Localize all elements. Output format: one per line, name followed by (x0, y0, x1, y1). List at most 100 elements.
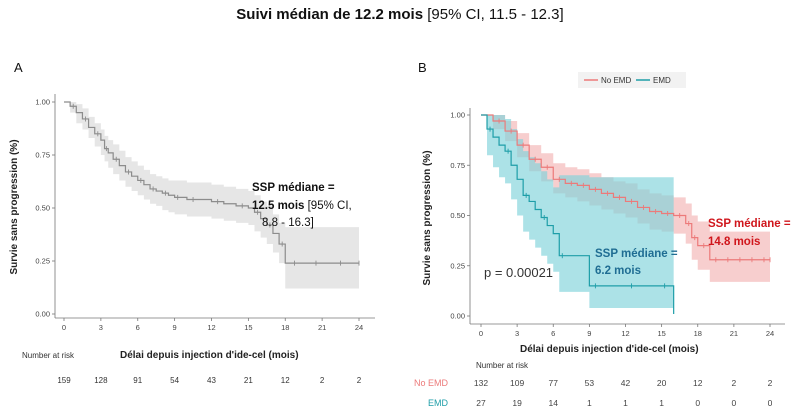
risk-count: 12 (281, 376, 290, 385)
title-ci: [95% CI, 11.5 - 12.3] (423, 6, 564, 23)
panel-b-emd-median-line2: 6.2 mois (595, 265, 641, 277)
risk-count: 109 (510, 378, 524, 388)
risk-count: 2 (357, 376, 362, 385)
panel-a-label: A (14, 60, 23, 75)
x-tick-label: 12 (621, 329, 629, 338)
y-tick-label: 0.75 (450, 161, 465, 170)
y-tick-label: 0.00 (450, 312, 465, 321)
panel-a-median-line2: 12.5 mois [95% CI, (252, 200, 352, 212)
x-tick-label: 9 (587, 329, 591, 338)
risk-count: 0 (768, 398, 773, 408)
risk-count: 54 (170, 376, 179, 385)
y-tick-label: 1.00 (35, 98, 50, 107)
panel-b-risk-emd-name: EMD (428, 398, 449, 408)
panel-a-yticks: 0.00 0.25 0.50 0.75 1.00 (35, 98, 55, 319)
legend-no-emd-label: No EMD (601, 76, 631, 85)
risk-count: 21 (244, 376, 253, 385)
risk-count: 159 (57, 376, 71, 385)
panel-b-xlabel: Délai depuis injection d'ide-cel (mois) (520, 344, 699, 355)
panel-b-emd-curve (481, 114, 675, 314)
y-tick-label: 0.50 (35, 204, 50, 213)
panel-b-no-emd-median-line1: SSP médiane = (708, 218, 791, 230)
panel-b-no-emd-median-line2: 14.8 mois (708, 236, 760, 248)
x-tick-label: 0 (479, 329, 483, 338)
x-tick-label: 9 (173, 323, 177, 332)
legend-background (578, 72, 686, 88)
panel-a-xlabel: Délai depuis injection d'ide-cel (mois) (120, 350, 299, 361)
x-tick-label: 6 (136, 323, 140, 332)
legend-emd-label: EMD (653, 76, 671, 85)
x-tick-label: 0 (62, 323, 66, 332)
risk-count: 91 (133, 376, 142, 385)
risk-count: 132 (474, 378, 488, 388)
x-tick-label: 24 (355, 323, 363, 332)
panel-a: A Survie sans progression (%) 0 3 6 9 12 15 18… (9, 60, 375, 385)
risk-count: 0 (695, 398, 700, 408)
confidence-band (481, 115, 674, 314)
title-main: Suivi médian de 12.2 mois (236, 6, 424, 23)
panel-a-median-value: 12.5 mois (252, 200, 304, 212)
panel-b-pvalue: p = 0.00021 (484, 265, 553, 280)
panel-a-axes (54, 94, 375, 319)
panel-a-survival-curve (64, 101, 360, 266)
panel-b-ylabel: Survie sans progression (%) (422, 150, 433, 285)
survival-step-line (481, 114, 675, 314)
panel-a-xticks: 0 3 6 9 12 15 18 21 24 (62, 318, 363, 332)
panel-b-risk-values: 132 109 77 53 42 20 12 2 2 27 19 14 1 1 1 0 0 0 (474, 378, 773, 408)
panel-b-no-emd-curve (481, 114, 771, 263)
panel-b-label: B (418, 60, 427, 75)
panel-a-median-line3: 8.8 - 16.3] (262, 217, 314, 229)
risk-count: 1 (587, 398, 592, 408)
x-tick-label: 6 (551, 329, 555, 338)
x-tick-label: 18 (281, 323, 289, 332)
panel-a-ci-band (64, 102, 359, 289)
panel-a-ylabel: Survie sans progression (%) (9, 139, 20, 274)
panel-a-median-line1: SSP médiane = (252, 182, 335, 194)
y-tick-label: 0.00 (35, 310, 50, 319)
risk-count: 0 (732, 398, 737, 408)
panel-b-risk-no-emd-name: No EMD (414, 378, 449, 388)
panel-a-median-ci-start: [95% CI, (304, 200, 351, 212)
panel-b-emd-median-line1: SSP médiane = (595, 248, 678, 260)
x-tick-label: 3 (99, 323, 103, 332)
risk-count: 20 (657, 378, 667, 388)
risk-count: 77 (549, 378, 559, 388)
x-tick-label: 18 (694, 329, 702, 338)
panel-b-yticks: 0.00 0.25 0.50 0.75 1.00 (450, 111, 470, 321)
risk-count: 128 (94, 376, 108, 385)
x-tick-label: 15 (244, 323, 252, 332)
risk-count: 53 (585, 378, 595, 388)
panel-b-axes (469, 108, 785, 325)
y-tick-label: 0.50 (450, 211, 465, 220)
x-tick-label: 15 (657, 329, 665, 338)
panel-b-risk-label: Number at risk (476, 361, 529, 370)
risk-count: 42 (621, 378, 631, 388)
figure-title: Suivi médian de 12.2 mois [95% CI, 11.5 … (0, 6, 800, 23)
risk-count: 1 (659, 398, 664, 408)
risk-count: 12 (693, 378, 703, 388)
risk-count: 2 (732, 378, 737, 388)
risk-count: 27 (476, 398, 486, 408)
confidence-band (64, 102, 359, 289)
x-tick-label: 24 (766, 329, 774, 338)
panel-b-legend: No EMD EMD (578, 72, 686, 88)
x-tick-label: 21 (318, 323, 326, 332)
x-tick-label: 21 (730, 329, 738, 338)
risk-count: 1 (623, 398, 628, 408)
risk-count: 2 (320, 376, 325, 385)
panel-a-risk-values: 159 128 91 54 43 21 12 2 2 (57, 376, 361, 385)
y-tick-label: 0.75 (35, 151, 50, 160)
risk-count: 14 (549, 398, 559, 408)
risk-count: 19 (512, 398, 522, 408)
risk-count: 2 (768, 378, 773, 388)
x-tick-label: 12 (207, 323, 215, 332)
x-tick-label: 3 (515, 329, 519, 338)
panel-b-emd-ci-band (481, 115, 674, 314)
panel-b: B No EMD EMD Survie sans progression (%)… (414, 60, 791, 408)
y-tick-label: 1.00 (450, 111, 465, 120)
panel-a-risk-label: Number at risk (22, 351, 75, 360)
panel-b-xticks: 0 3 6 9 12 15 18 21 24 (479, 324, 774, 338)
y-tick-label: 0.25 (450, 261, 465, 270)
risk-count: 43 (207, 376, 216, 385)
